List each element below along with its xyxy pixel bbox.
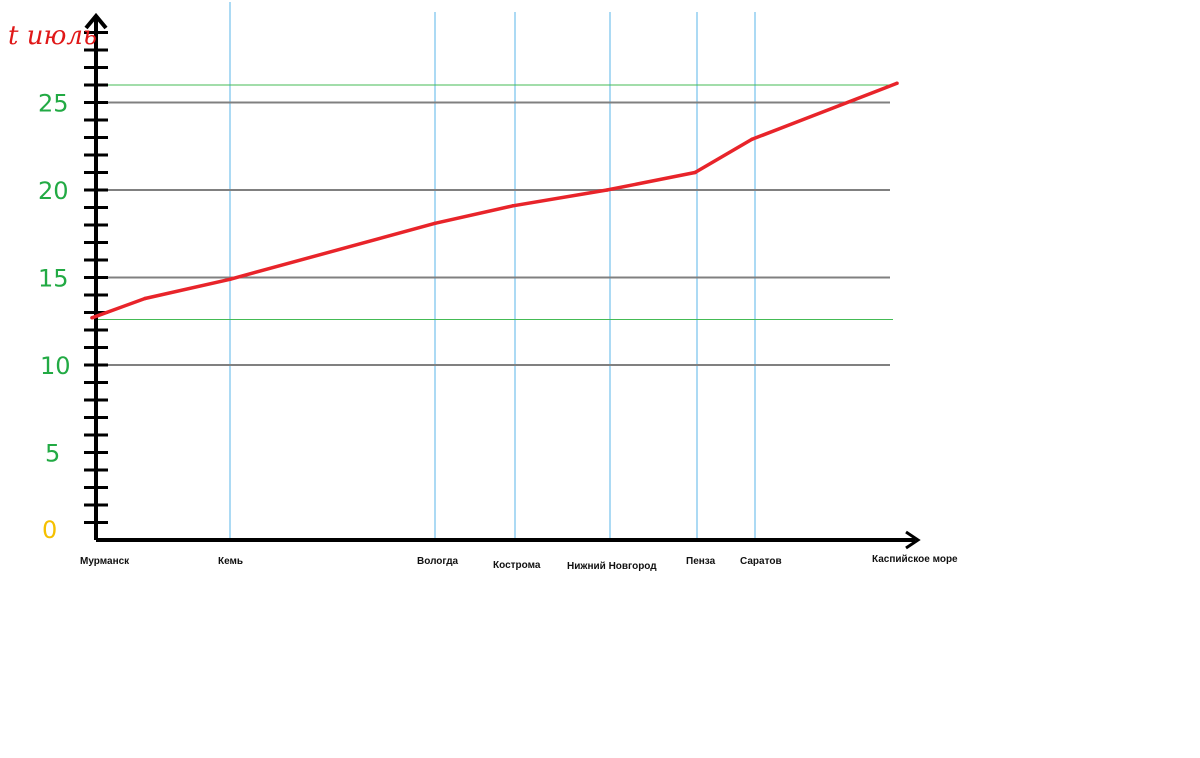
x-tick-label: Кемь bbox=[218, 556, 243, 567]
data-point bbox=[511, 203, 515, 208]
data-point bbox=[90, 315, 94, 320]
temperature-line bbox=[91, 81, 898, 320]
grid bbox=[96, 2, 893, 540]
data-point bbox=[143, 296, 147, 301]
x-tick-label: Нижний Новгород bbox=[567, 561, 657, 572]
x-tick-label: Мурманск bbox=[80, 556, 130, 567]
x-tick-label: Вологда bbox=[417, 556, 459, 567]
data-point bbox=[895, 81, 899, 86]
data-point bbox=[750, 137, 754, 142]
data-point bbox=[693, 170, 697, 175]
y-tick-label: 25 bbox=[38, 90, 69, 118]
y-tick-label: 0 bbox=[42, 516, 57, 544]
data-point bbox=[605, 188, 609, 192]
data-point bbox=[228, 277, 232, 282]
x-tick-label: Каспийское море bbox=[872, 554, 958, 565]
x-tick-label: Саратов bbox=[740, 556, 782, 567]
y-axis-label: t июль bbox=[8, 21, 97, 51]
y-tick-label: 5 bbox=[45, 440, 60, 468]
data-point bbox=[433, 221, 437, 226]
y-tick-label: 15 bbox=[38, 265, 69, 293]
y-tick-label: 10 bbox=[40, 352, 71, 380]
labels: 0 5 10 15 20 25 Мурманск Кемь Вологда Кострома Ниж… bbox=[38, 90, 958, 573]
series bbox=[90, 81, 899, 320]
y-axis-arrow bbox=[84, 12, 108, 30]
y-tick-label: 20 bbox=[38, 177, 69, 205]
x-tick-label: Кострома bbox=[493, 560, 541, 571]
x-axis-arrow bbox=[905, 530, 921, 550]
x-tick-label: Пенза bbox=[686, 556, 716, 567]
